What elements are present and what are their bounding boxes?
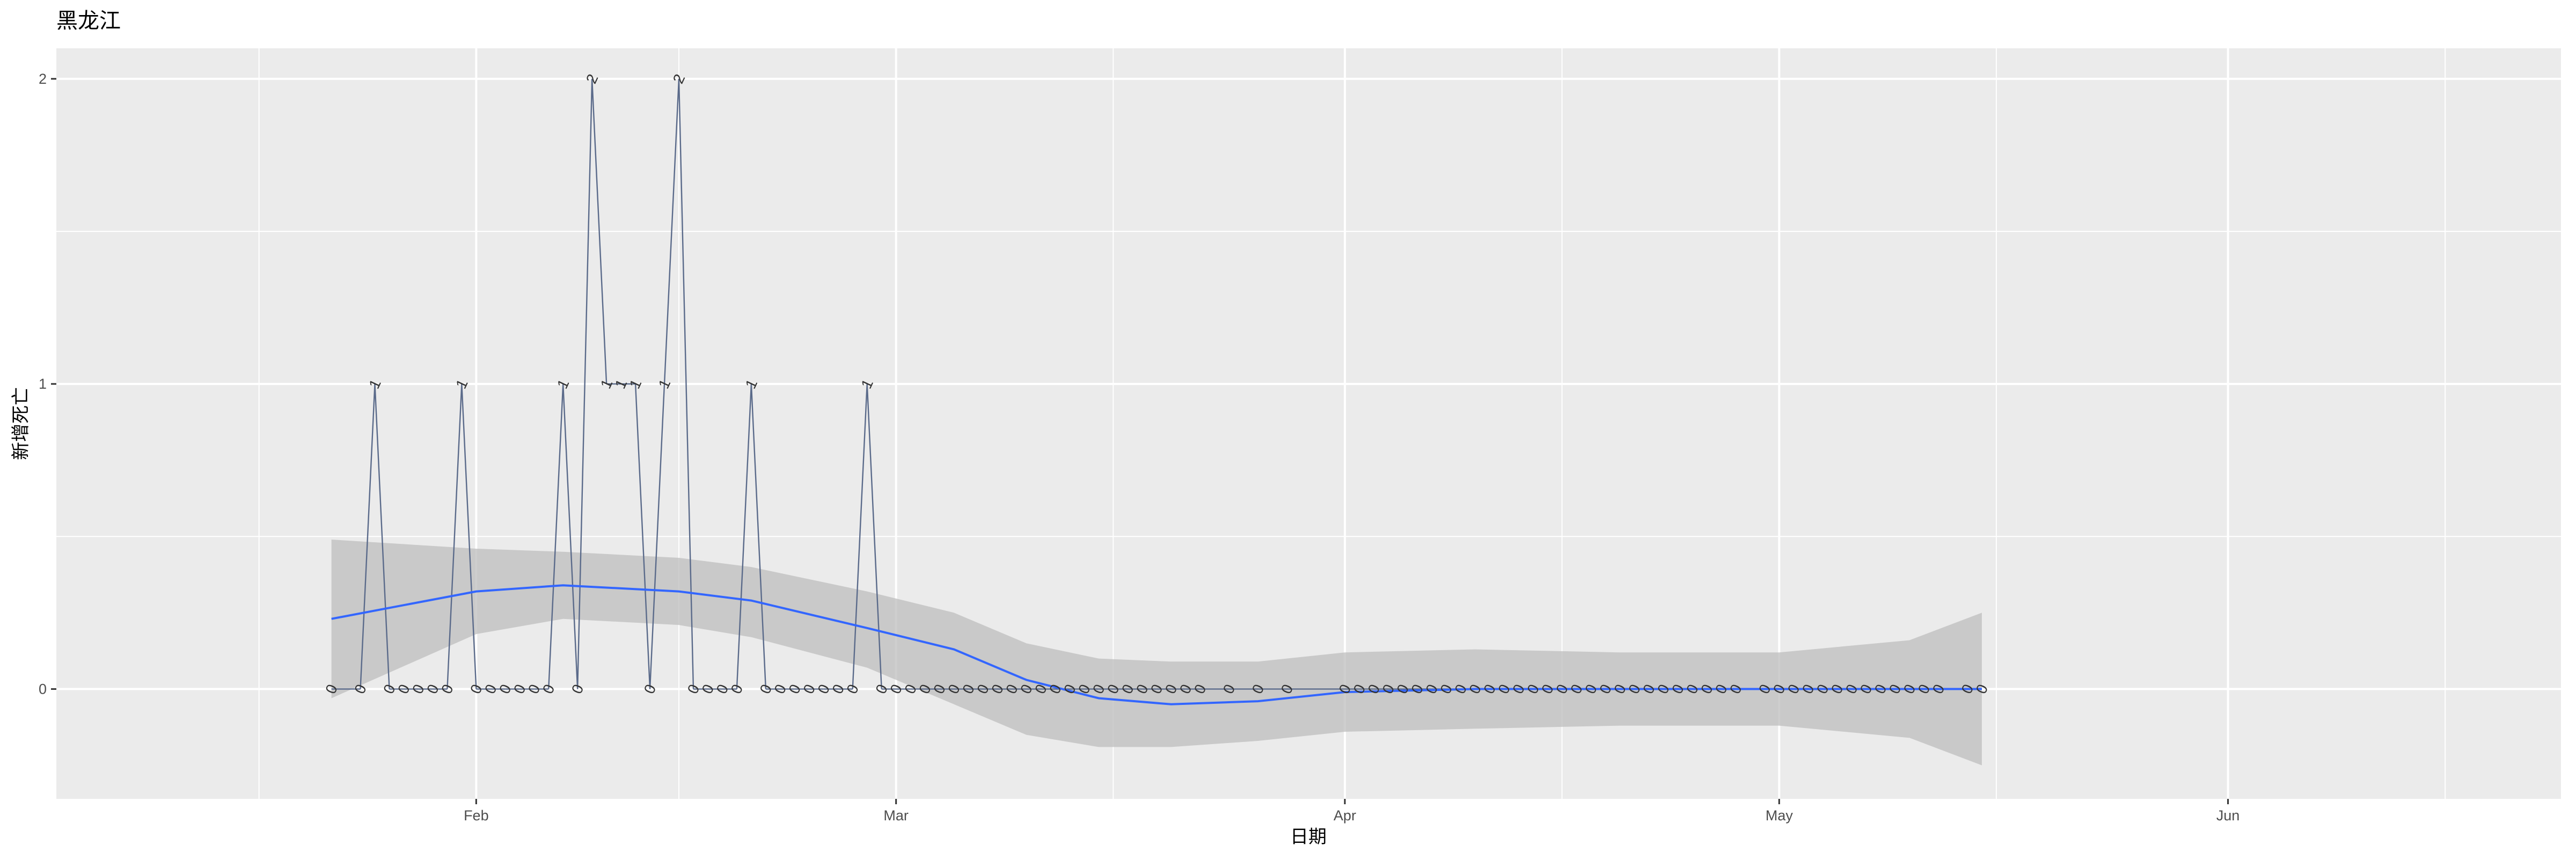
chart-title: 黑龙江 [56,9,121,33]
data-line-segment [866,384,882,689]
grid-minor [56,48,2561,799]
data-line-segment [852,384,868,689]
y-axis-title: 新增死亡 [11,387,31,460]
data-line-segment [591,78,608,384]
y-tick-label: 0 [39,681,47,697]
data-line-segment [360,384,376,689]
x-axis-title: 日期 [1290,827,1327,847]
x-axis: Feb Mar Apr May Jun [464,799,2240,824]
y-tick-label: 1 [39,376,47,392]
x-tick-label: May [1766,807,1794,824]
data-line-segment [548,384,564,689]
confidence-ribbon [331,540,1982,766]
data-line-segment [678,78,694,689]
grid-major [56,48,2561,799]
data-line-segment [736,384,752,689]
data-line-segment [374,384,390,689]
x-tick-label: Feb [464,807,489,824]
data-line-segment [663,78,680,384]
smooth-line [331,584,1982,705]
y-tick-label: 2 [39,71,47,87]
x-tick-label: Mar [883,807,909,824]
x-tick-label: Jun [2216,807,2240,824]
x-tick-label: Apr [1334,807,1356,824]
data-line-segment [447,384,463,689]
data-line-segment [634,384,651,689]
data-line-segment [576,78,593,689]
data-line-segment [461,384,477,689]
data-line-segment [750,384,767,689]
y-axis: 0 1 2 [39,71,56,697]
data-line-segment [562,384,579,689]
data-line-segment [649,384,665,689]
